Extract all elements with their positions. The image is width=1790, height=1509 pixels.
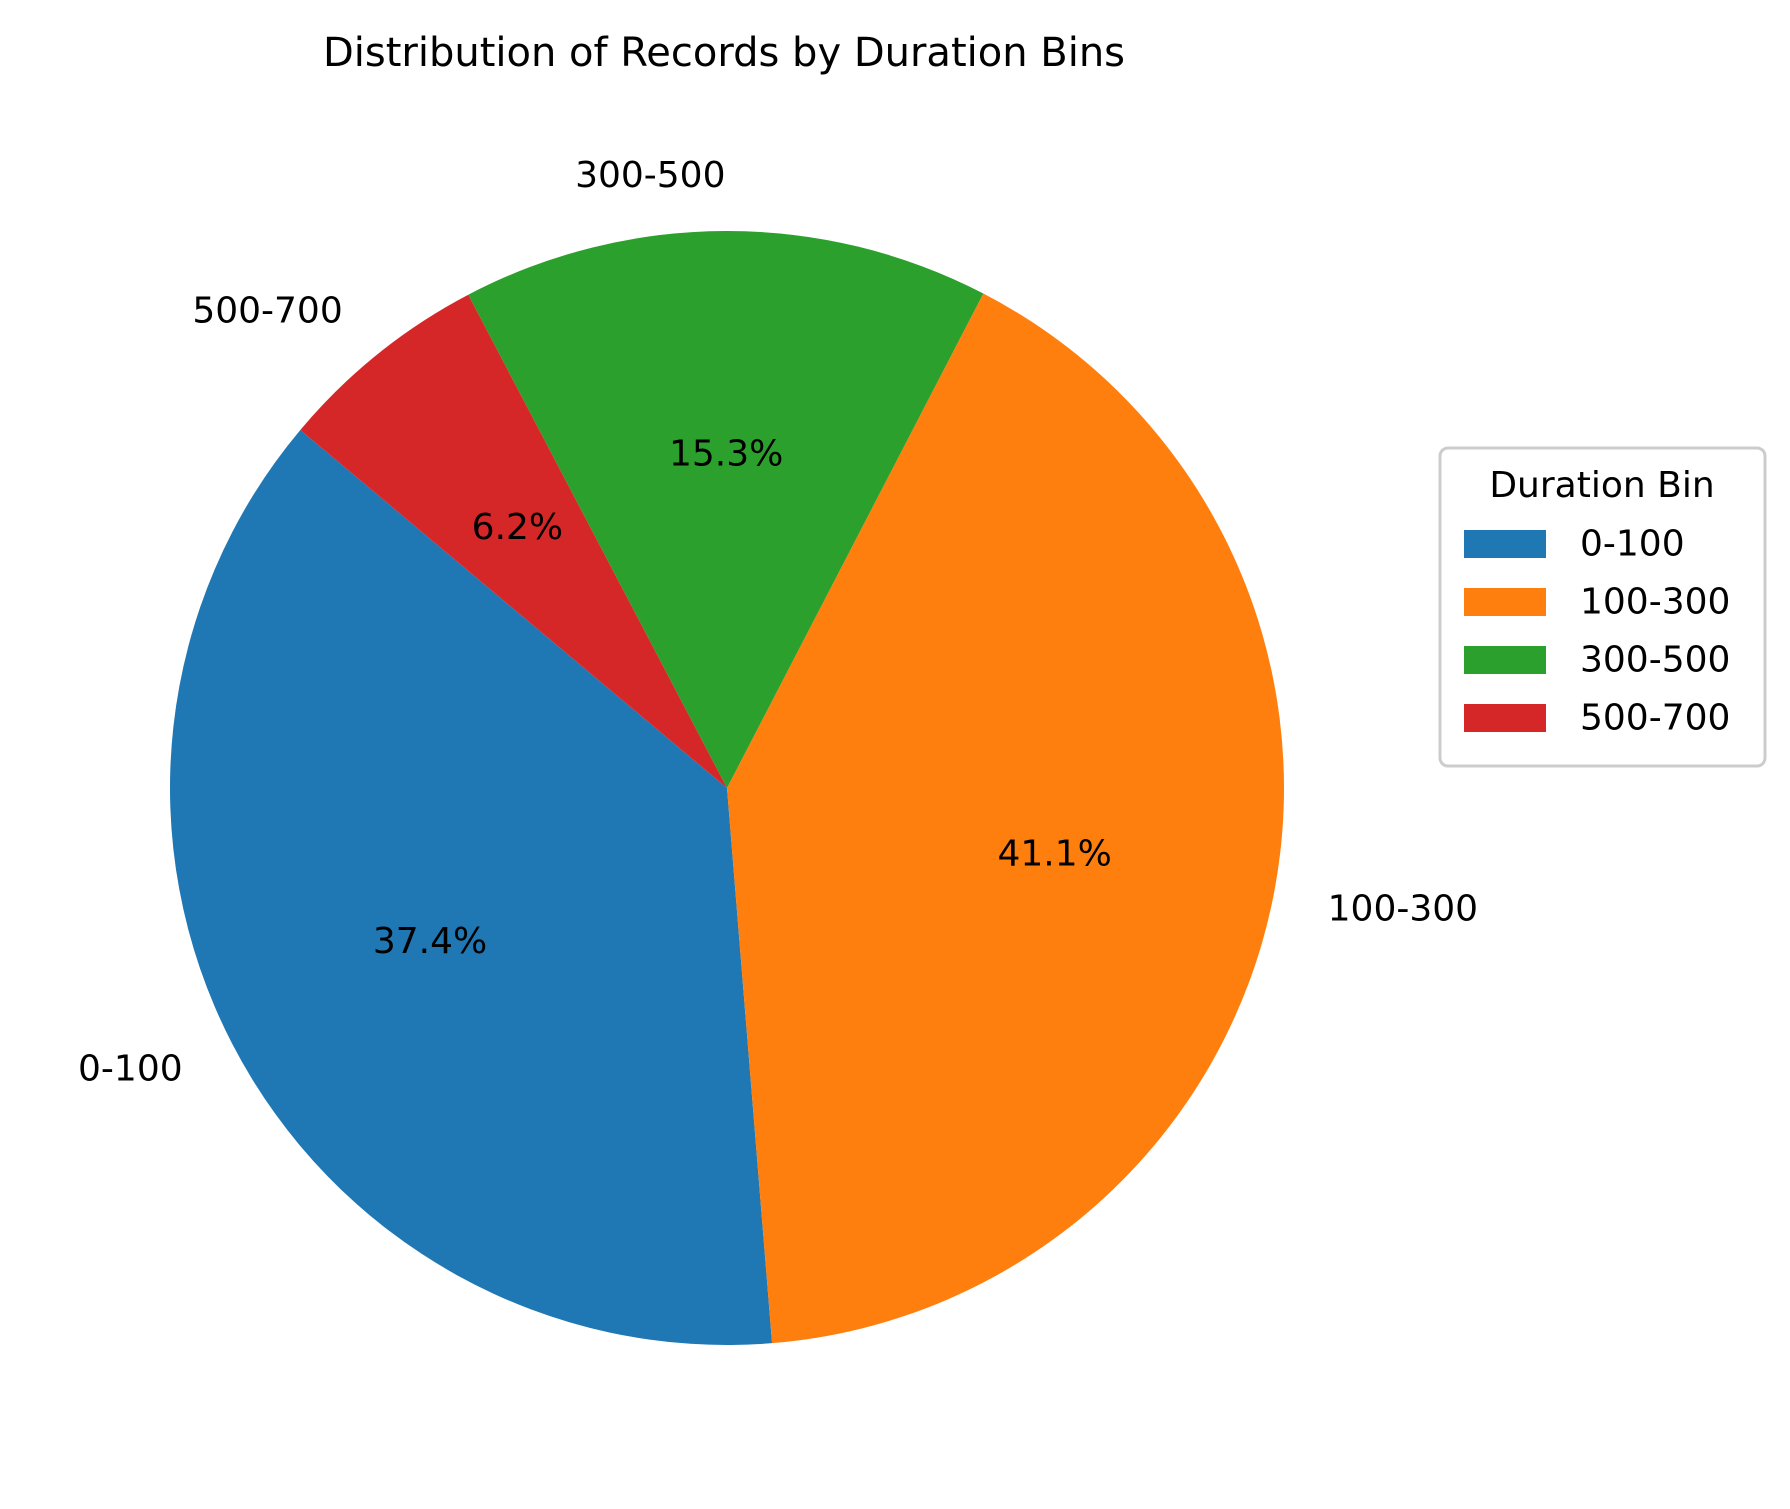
legend-swatch-0-100 (1464, 530, 1546, 558)
pie-slice-300-500 (468, 230, 984, 788)
pie-slice-0-100 (169, 429, 773, 1346)
slice-label-300-500: 300-500 (575, 155, 725, 196)
legend-swatch-500-700 (1464, 704, 1546, 732)
pie-slice-500-700 (300, 294, 727, 788)
slice-label-500-700: 500-700 (192, 290, 342, 331)
legend: Duration Bin 0-100 100-300 300-500 500-700 (1438, 446, 1767, 768)
slice-percent-100-300: 41.1% (997, 833, 1111, 874)
slice-category-labels: 0-100 100-300 300-500 500-700 (78, 155, 1478, 1090)
legend-title: Duration Bin (1489, 465, 1714, 506)
slice-percent-500-700: 6.2% (472, 507, 563, 548)
slice-percent-300-500: 15.3% (669, 433, 783, 474)
chart-title: Distribution of Records by Duration Bins (323, 30, 1125, 76)
legend-label-500-700: 500-700 (1580, 698, 1730, 739)
legend-items: 0-100 100-300 300-500 500-700 (1464, 524, 1730, 739)
legend-label-100-300: 100-300 (1580, 582, 1730, 623)
legend-swatch-100-300 (1464, 588, 1546, 616)
pie-slices (169, 230, 1285, 1346)
legend-swatch-300-500 (1464, 646, 1546, 674)
legend-label-0-100: 0-100 (1580, 524, 1685, 565)
legend-frame (1438, 446, 1767, 768)
slice-percent-0-100: 37.4% (373, 921, 487, 962)
slice-percent-labels: 37.4% 41.1% 15.3% 6.2% (373, 433, 1112, 962)
pie-slice-100-300 (727, 293, 1285, 1344)
legend-label-300-500: 300-500 (1580, 640, 1730, 681)
slice-label-100-300: 100-300 (1328, 888, 1478, 929)
slice-label-0-100: 0-100 (78, 1049, 183, 1090)
